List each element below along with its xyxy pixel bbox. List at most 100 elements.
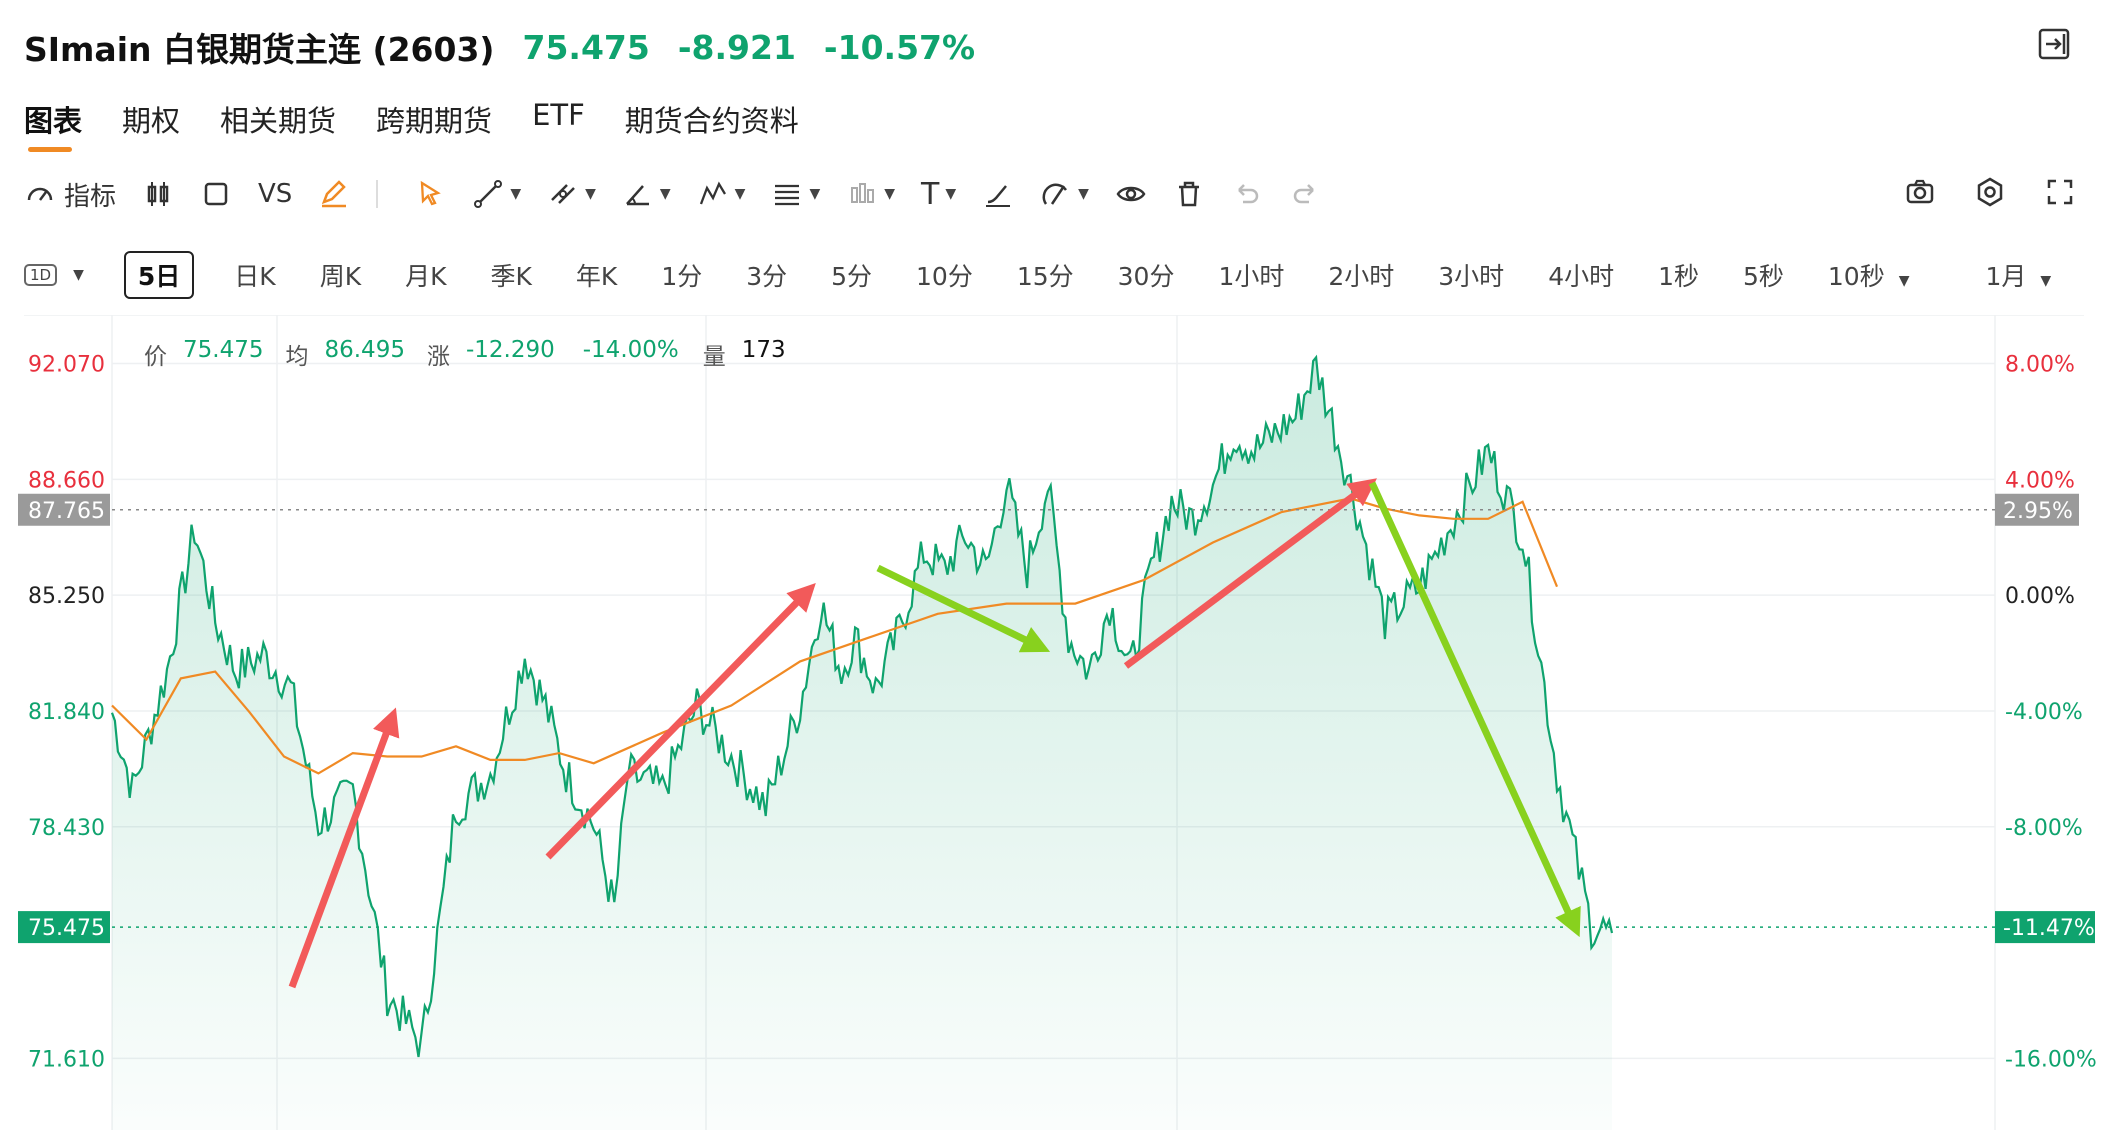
last-price: 75.475 (522, 27, 650, 67)
fib-tool[interactable]: ▼ (771, 172, 820, 216)
period-5min[interactable]: 5分 (831, 262, 873, 291)
period-yearly[interactable]: 年K (575, 262, 618, 291)
tab-calendar-spread[interactable]: 跨期期货 (376, 104, 493, 138)
y-tick-left: 78.430 (28, 816, 105, 841)
toolbar-divider (376, 180, 379, 208)
tab-contract-info[interactable]: 期货合约资料 (624, 104, 799, 138)
y-tick-right: -16.00% (2005, 1047, 2097, 1072)
magnet-tool[interactable]: ▼ (1040, 172, 1089, 216)
current-pct-tag-bg (1995, 911, 2095, 944)
gauge-icon (27, 187, 53, 201)
brush-tool[interactable] (982, 172, 1014, 216)
angle-icon (625, 185, 649, 206)
arrow-down-1[interactable] (876, 564, 1051, 653)
info-price: 75.475 (183, 337, 264, 363)
trendline-tool[interactable]: ▼ (472, 172, 521, 216)
chart-area[interactable]: 92.070 88.660 85.250 81.840 78.430 71.610 87.7… (0, 314, 2108, 1135)
period-quarterly[interactable]: 季K (490, 262, 532, 291)
period-weekly[interactable]: 周K (319, 262, 362, 291)
period-30min[interactable]: 30分 (1117, 262, 1175, 291)
period-1h[interactable]: 1小时 (1218, 262, 1285, 291)
channel-tool[interactable]: ▼ (547, 172, 596, 216)
y-tick-right: -8.00% (2005, 816, 2083, 841)
range-label: 1月 (1985, 262, 2027, 291)
indicators-button[interactable]: 指标 (24, 172, 116, 216)
candle-type-button[interactable] (142, 172, 174, 216)
pencil-icon (322, 180, 347, 208)
tab-related-futures[interactable]: 相关期货 (220, 104, 337, 138)
tab-options[interactable]: 期权 (122, 104, 181, 138)
period-5s[interactable]: 5秒 (1743, 262, 1784, 291)
settings-button[interactable] (1974, 176, 2006, 212)
y-tick-right: -4.00% (2005, 700, 2083, 725)
pattern-icon (699, 181, 726, 205)
fibonacci-icon (775, 184, 800, 206)
period-15min[interactable]: 15分 (1016, 262, 1074, 291)
crosshair-info: 价 75.475 均 86.495 涨 -12.290 -14.00% 量 17… (144, 337, 786, 371)
cursor-tool[interactable] (414, 172, 446, 216)
period-4h[interactable]: 4小时 (1548, 262, 1615, 291)
visibility-toggle[interactable] (1115, 172, 1147, 216)
candlestick-icon (147, 182, 169, 206)
period-daily[interactable]: 日K (234, 262, 276, 291)
screenshot-button[interactable] (1904, 176, 1936, 212)
price-chart[interactable]: 92.070 88.660 85.250 81.840 78.430 71.610 87.7… (0, 314, 2108, 1135)
price-area-fill (112, 357, 1612, 1130)
interval-dropdown[interactable]: 1D ▼ (24, 264, 84, 286)
undo-button[interactable] (1231, 172, 1263, 216)
gear-icon (1977, 177, 2003, 207)
toolbar-right (1904, 172, 2076, 216)
y-tick-left: 81.840 (28, 700, 105, 725)
measure-tool[interactable]: ▼ (846, 172, 895, 216)
arrow-up-3[interactable] (1123, 478, 1377, 669)
period-1min[interactable]: 1分 (661, 262, 703, 291)
tab-chart[interactable]: 图表 (24, 98, 82, 152)
layout-button[interactable] (200, 172, 232, 216)
period-1s[interactable]: 1秒 (1658, 262, 1699, 291)
caret-down-icon: ▼ (809, 186, 821, 202)
annotation-arrows (288, 478, 1581, 989)
y-tick-left: 92.070 (28, 353, 105, 378)
period-2h[interactable]: 2小时 (1328, 262, 1395, 291)
arrow-up-1[interactable] (288, 707, 400, 989)
redo-button[interactable] (1289, 172, 1321, 216)
ref-price-tag-bg (18, 493, 110, 526)
angle-tool[interactable]: ▼ (622, 172, 671, 216)
period-3min[interactable]: 3分 (746, 262, 788, 291)
interval-box: 1D (24, 264, 58, 286)
current-price-tag-bg (18, 911, 110, 944)
fullscreen-button[interactable] (2044, 176, 2076, 212)
period-3h[interactable]: 3小时 (1438, 262, 1505, 291)
period-10s: 10秒 (1827, 262, 1885, 291)
y-tick-left: 88.660 (28, 468, 105, 493)
period-selector: 1D ▼ 5日 日K 周K 月K 季K 年K 1分 3分 5分 10分 15分 3… (24, 250, 2084, 300)
magnet-icon (1042, 183, 1068, 205)
trash-icon (1178, 181, 1199, 207)
page-title: SImain 白银期货主连 (2603) (24, 30, 495, 69)
info-avg: 86.495 (324, 337, 405, 363)
period-5d[interactable]: 5日 (123, 251, 195, 299)
square-icon (204, 182, 228, 206)
compare-button[interactable]: VS (258, 179, 293, 209)
info-chg-label: 涨 (426, 344, 450, 370)
exit-fullscreen-button[interactable] (2036, 26, 2072, 62)
y-tick-right: 4.00% (2005, 468, 2075, 493)
range-dropdown[interactable]: 1月 ▼ (1986, 257, 2052, 293)
expand-icon (2047, 179, 2073, 205)
period-monthly[interactable]: 月K (405, 262, 447, 291)
arrow-down-2[interactable] (1368, 481, 1581, 938)
price-line (110, 354, 1614, 1058)
price-change-pct: -10.57% (823, 27, 976, 67)
y-tick-right: 8.00% (2005, 353, 2075, 378)
arrow-up-2[interactable] (545, 582, 816, 860)
period-10s-dropdown[interactable]: 10秒 ▼ (1828, 257, 1910, 293)
pattern-tool[interactable]: ▼ (697, 172, 745, 216)
y-axis-right: 8.00% 4.00% 0.00% -4.00% -8.00% -16.00% 2.95% -… (1995, 353, 2097, 1072)
period-10min[interactable]: 10分 (916, 262, 973, 291)
draw-toggle-button[interactable] (318, 172, 350, 216)
delete-drawings-button[interactable] (1173, 172, 1205, 216)
text-tool[interactable]: T ▼ (921, 172, 956, 216)
tab-etf[interactable]: ETF (532, 98, 585, 132)
info-chg-pct: -14.00% (582, 337, 679, 363)
y-axis-left: 92.070 88.660 85.250 81.840 78.430 71.610 87.7… (18, 353, 110, 1072)
